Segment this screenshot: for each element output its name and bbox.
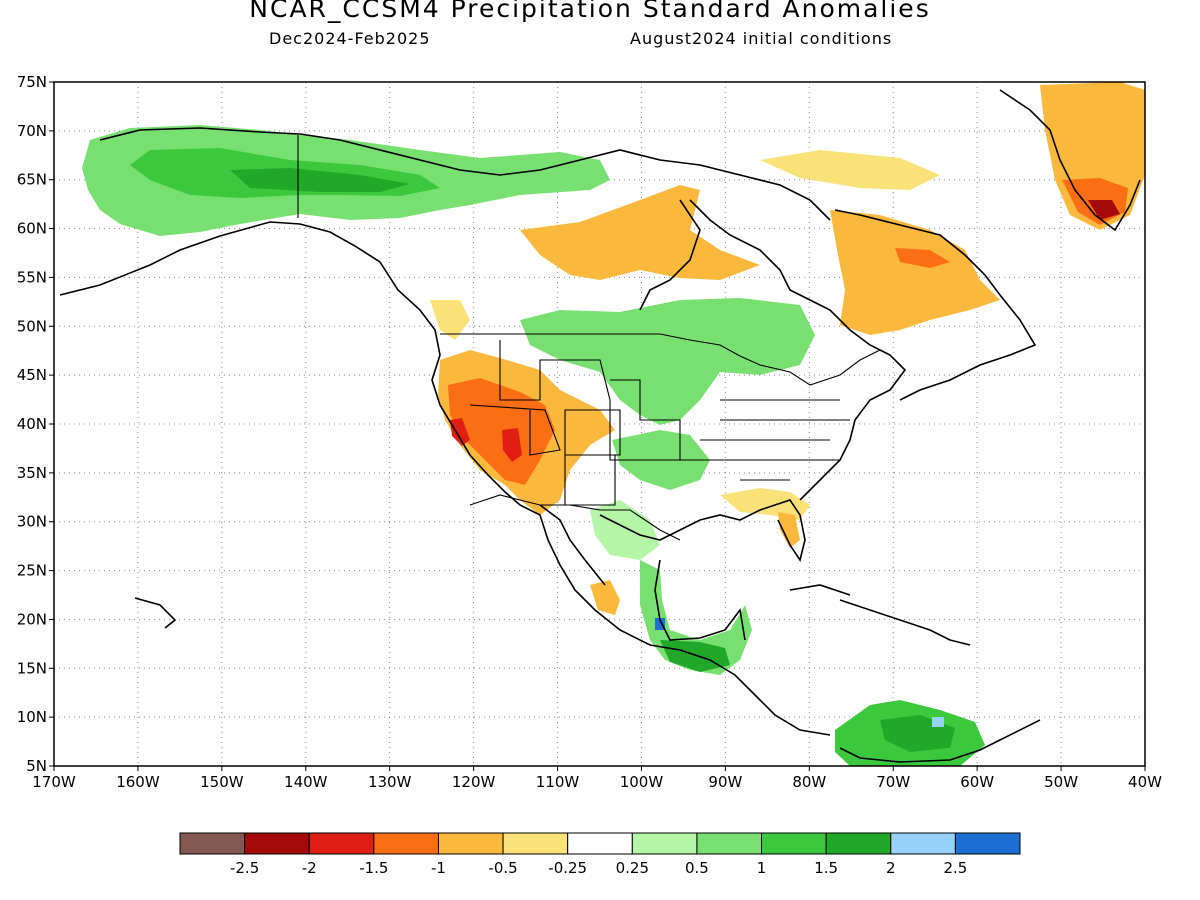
florida-dry [778,512,800,548]
colorbar-swatch [244,832,310,855]
colorbar-label: -2 [302,859,317,877]
texas-wet [590,500,660,560]
colorbar-swatch [567,832,633,855]
lon-tick-label: 40W [1128,773,1162,791]
colorbar-label: 0.5 [685,859,709,877]
colorbar-labels: -2.5 -2 -1.5 -1 -0.5 -0.25 0.25 0.5 1 1.5 2 2.5 [230,859,967,877]
anomaly-fields [82,82,1145,766]
colorbar-swatch [179,832,246,855]
lon-tick-label: 170W [32,773,76,791]
colorbar-label: -1 [431,859,446,877]
map-layer [54,82,1145,766]
forecast-period: Dec2024-Feb2025 [269,29,431,48]
colorbar-label: -0.25 [548,859,587,877]
lon-tick-label: 150W [200,773,244,791]
lat-tick-label: 25N [17,562,47,580]
map-title: NCAR_CCSM4 Precipitation Standard Anomal… [249,0,931,23]
initial-conditions: August2024 initial conditions [630,29,893,48]
coastlines [59,89,1141,763]
lat-tick-label: 40N [17,415,47,433]
colorbar-swatch [308,832,375,855]
colorbar-swatch [954,832,1021,855]
lat-tick-label: 30N [17,513,47,531]
alaska-wet-peak [230,168,410,192]
lon-tick-label: 120W [452,773,496,791]
quebec-dry-region [830,210,1000,335]
colorbar-label: 2 [886,859,896,877]
lat-tick-label: 10N [17,708,47,726]
colorbar-swatch [761,832,827,855]
canada-central-wet [520,298,815,425]
longitude-axis: 170W 160W 150W 140W 130W 120W 110W 100W 90W 80W 70… [32,766,1162,791]
colorbar-swatch [825,832,892,855]
yucatan-wet-core [660,640,730,672]
lat-tick-label: 75N [17,73,47,91]
colorbar-swatch [696,832,763,855]
colorbar-label: -0.5 [488,859,517,877]
hudson-dry-region [520,185,760,280]
pacific-nw-dry [430,300,470,340]
colorbar-swatch [631,832,698,855]
labrador-dry [760,150,940,190]
colorbar-label: 2.5 [943,859,967,877]
colorbar [179,832,1021,855]
colorbar-swatch [502,832,569,855]
southwest-dry-core [448,378,555,485]
west-mexico-dry [590,580,620,615]
quebec-dry-core [895,248,950,268]
lon-tick-label: 140W [284,773,328,791]
colorbar-label: 1 [757,859,767,877]
lat-tick-label: 20N [17,610,47,628]
southeast-us-dry [720,488,810,520]
latitude-axis: 75N 70N 65N 60N 55N 50N 45N 40N 35N 30N 25N 20N 15N 1… [17,73,54,775]
lon-tick-label: 160W [116,773,160,791]
nevada-dry-peak [502,428,522,462]
lat-tick-label: 70N [17,122,47,140]
colorbar-label: 0.25 [616,859,649,877]
venezuela-blue [932,717,944,727]
california-dry-peak [450,418,470,446]
colorbar-label: 1.5 [814,859,838,877]
lon-tick-label: 90W [708,773,742,791]
lon-tick-label: 70W [876,773,910,791]
colorbar-label: -2.5 [230,859,259,877]
lat-tick-label: 55N [17,268,47,286]
lat-tick-label: 35N [17,464,47,482]
lat-tick-label: 15N [17,659,47,677]
colorbar-swatch [890,832,956,855]
lat-tick-label: 45N [17,366,47,384]
lon-tick-label: 130W [368,773,412,791]
colorbar-swatch [373,832,439,855]
colorbar-label: -1.5 [359,859,388,877]
veracruz-blue [655,618,665,630]
colorbar-swatch [437,832,504,855]
lat-tick-label: 60N [17,220,47,238]
lon-tick-label: 80W [792,773,826,791]
lat-tick-label: 65N [17,171,47,189]
lon-tick-label: 110W [536,773,580,791]
lon-tick-label: 60W [960,773,994,791]
lon-tick-label: 50W [1044,773,1078,791]
lon-tick-label: 100W [620,773,664,791]
lat-tick-label: 50N [17,317,47,335]
greenland-dry-peak [1088,200,1120,220]
lat-tick-label: 5N [26,757,47,775]
political-borders [297,135,881,541]
